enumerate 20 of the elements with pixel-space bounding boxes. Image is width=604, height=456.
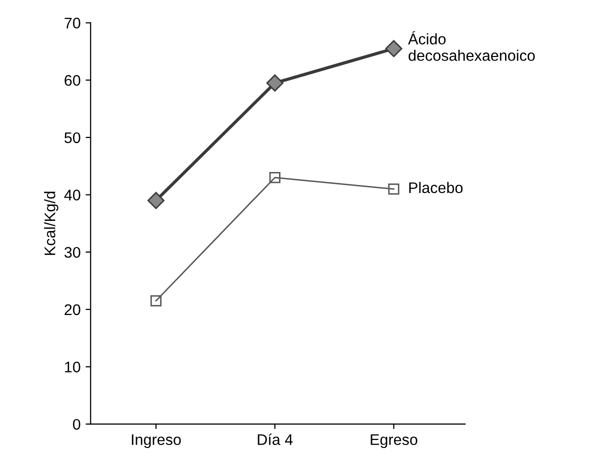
y-tick-label: 70 bbox=[64, 18, 80, 28]
point bbox=[385, 40, 402, 58]
point bbox=[388, 183, 400, 195]
y-axis-title: Kcal/Kg/d bbox=[44, 192, 58, 255]
y-tick-label: 30 bbox=[64, 246, 80, 258]
point bbox=[147, 192, 165, 210]
series-label: Ácido decosahexaenoico bbox=[408, 31, 535, 61]
y-tick-label: 20 bbox=[64, 304, 80, 316]
point bbox=[269, 172, 280, 184]
point bbox=[150, 295, 162, 306]
x-tick-label: Día 4 bbox=[258, 434, 293, 446]
x-tick-label: Ingreso bbox=[132, 434, 181, 448]
x-tick-label: Egreso bbox=[370, 434, 418, 448]
series-label: Placebo bbox=[409, 182, 463, 194]
y-tick-label: 60 bbox=[64, 74, 80, 86]
y-tick-label: 10 bbox=[65, 362, 80, 372]
y-tick-label: 40 bbox=[64, 190, 80, 200]
point bbox=[266, 74, 284, 92]
y-tick-label: 0 bbox=[72, 418, 80, 430]
y-tick-label: 50 bbox=[64, 132, 80, 144]
